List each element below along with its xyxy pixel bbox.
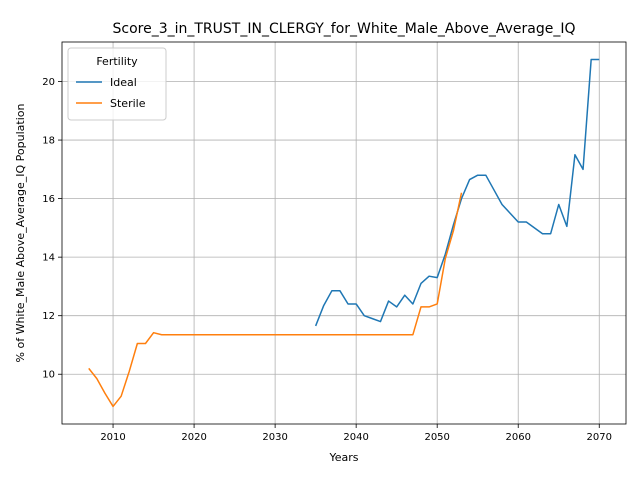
x-tick-label: 2060 [505,432,530,443]
legend-label-ideal: Ideal [110,76,137,89]
y-tick-label: 18 [42,136,55,147]
legend: Fertility Ideal Sterile [68,48,166,120]
y-tick-label: 16 [42,194,55,205]
x-tick-label: 2030 [262,432,287,443]
y-tick-label: 12 [42,311,55,322]
x-axis-label: Years [328,451,358,464]
x-tick-label: 2040 [343,432,368,443]
x-tick-label: 2050 [424,432,449,443]
legend-label-sterile: Sterile [110,97,146,110]
y-tick-label: 14 [42,253,55,264]
y-axis-label: % of White_Male Above_Average_IQ Populat… [14,103,27,362]
y-tick-label: 20 [42,77,55,88]
x-tick-label: 2020 [181,432,206,443]
x-tick-label: 2070 [587,432,612,443]
legend-title: Fertility [96,55,138,68]
chart-title: Score_3_in_TRUST_IN_CLERGY_for_White_Mal… [113,21,576,37]
y-tick-label: 10 [42,370,55,381]
x-tick-label: 2010 [100,432,125,443]
